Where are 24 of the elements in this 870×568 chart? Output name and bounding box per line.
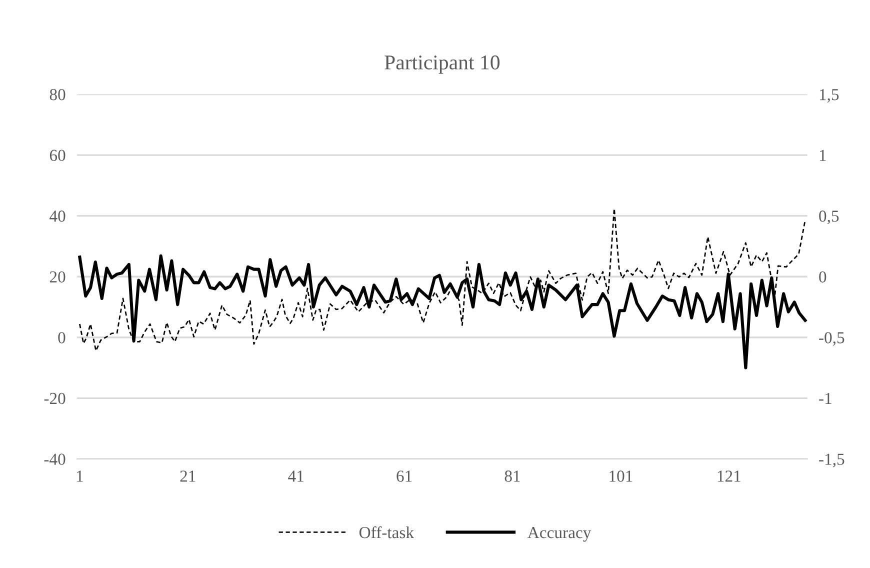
y2-tick-label: -1,5 xyxy=(819,454,844,468)
y2-tick-label: -0,5 xyxy=(819,332,844,346)
y2-tick-label: -1 xyxy=(819,392,832,404)
y2-tick-label: 0 xyxy=(819,271,826,283)
x-tick-label: 1 xyxy=(77,470,83,482)
y-tick-label: -20 xyxy=(44,392,66,404)
x-tick-label: 41 xyxy=(288,470,304,482)
y-tick-label: 60 xyxy=(50,150,66,162)
x-tick-label: 61 xyxy=(396,470,412,482)
chart-title: Participant 10 xyxy=(384,55,500,74)
y-tick-label: 40 xyxy=(50,210,66,222)
legend-label: Accuracy xyxy=(528,527,592,542)
x-tick-label: 101 xyxy=(610,470,632,482)
y2-tick-label: 1 xyxy=(820,150,826,161)
y-tick-label: -40 xyxy=(44,454,66,465)
y-tick-label: 0 xyxy=(58,332,66,344)
y2-tick-label: 0,5 xyxy=(819,210,839,224)
x-tick-label: 81 xyxy=(504,470,520,482)
x-tick-label: 121 xyxy=(718,470,740,482)
legend-label: Off-task xyxy=(359,526,414,538)
x-tick-label: 21 xyxy=(180,470,196,482)
y-tick-label: 20 xyxy=(50,271,66,283)
y-tick-label: 80 xyxy=(50,88,66,100)
y2-tick-label: 1,5 xyxy=(820,89,839,103)
